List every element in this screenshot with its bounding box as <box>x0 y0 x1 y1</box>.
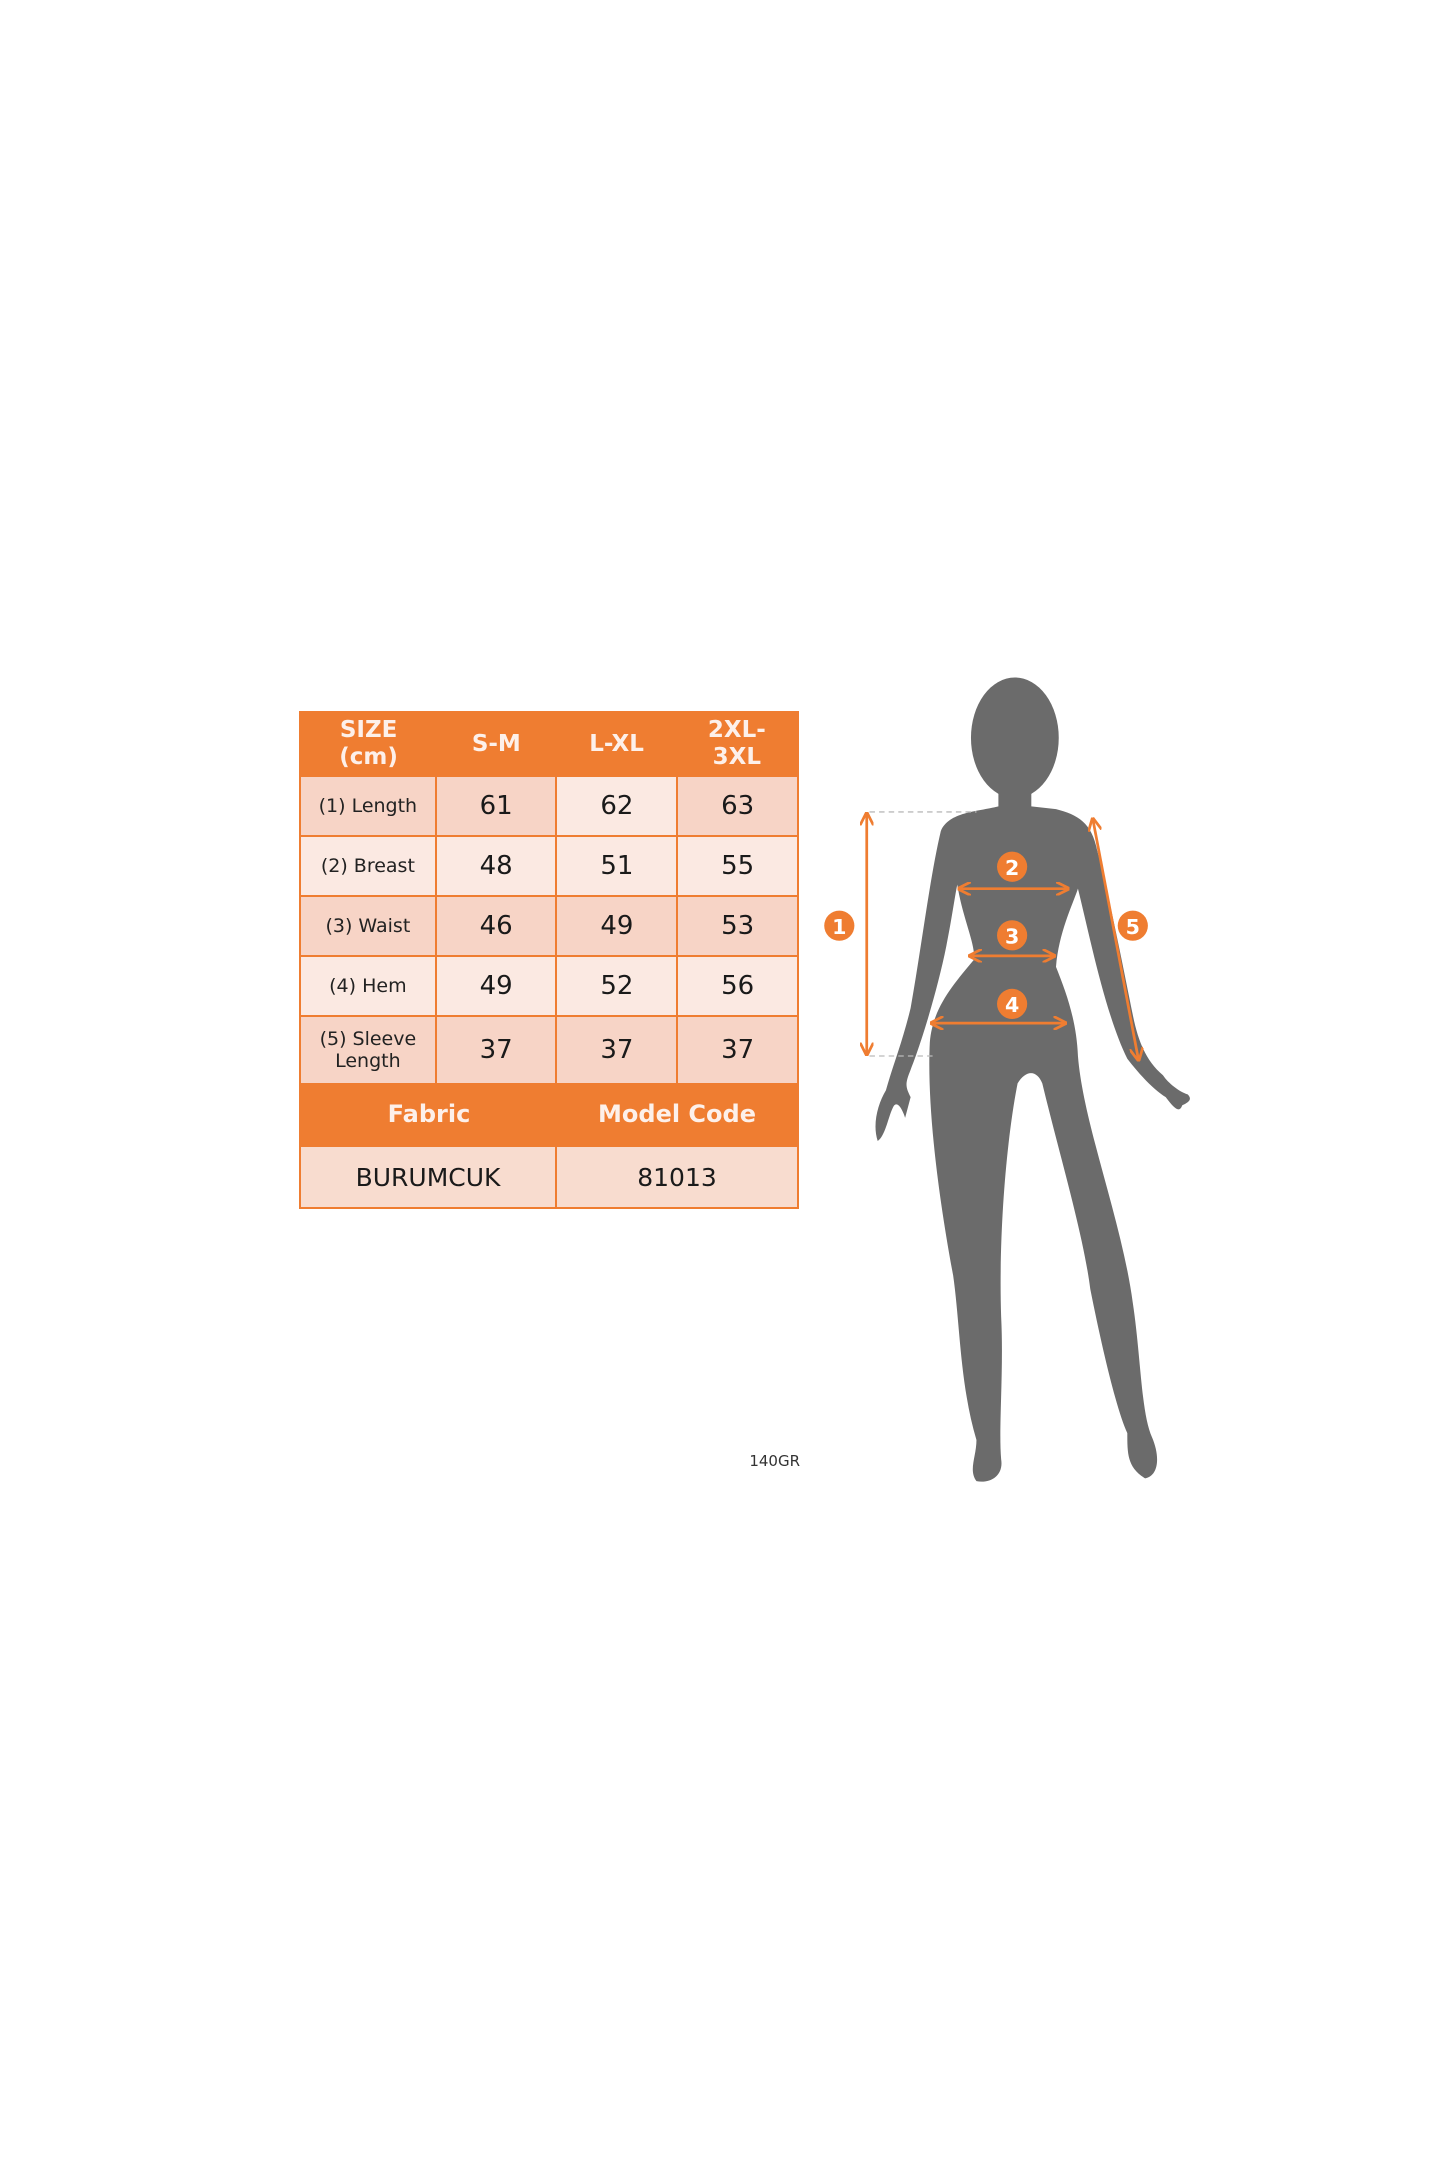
table-row: (3) Waist 46 49 53 <box>301 895 797 955</box>
marker-1-label: 1 <box>832 915 846 939</box>
row-label: (3) Waist <box>301 897 435 955</box>
size-chart-table: SIZE (cm) S-M L-XL 2XL-3XL (1) Length 61 … <box>299 711 799 1209</box>
silhouette-head <box>970 677 1059 799</box>
model-code-label: Model Code <box>598 1100 756 1128</box>
table-row: (1) Length 61 62 63 <box>301 775 797 835</box>
row-label: (1) Length <box>301 777 435 835</box>
fabric-value: BURUMCUK <box>301 1147 555 1207</box>
marker-3: 3 <box>997 920 1028 951</box>
cell-value: 37 <box>557 1017 677 1083</box>
cell-value: 55 <box>678 837 797 895</box>
cell-value: 49 <box>557 897 677 955</box>
marker-2: 2 <box>997 851 1028 882</box>
cell-value: 49 <box>436 957 556 1015</box>
cell-value: 62 <box>557 777 677 835</box>
model-code-value: 81013 <box>557 1147 797 1207</box>
marker-5-label: 5 <box>1126 915 1140 939</box>
header-size-line1: SIZE <box>339 717 398 743</box>
header-2xl-3xl-label: 2XL-3XL <box>707 717 766 770</box>
sleeve-arrow <box>1093 820 1138 1059</box>
header-2xl-3xl: 2XL-3XL <box>677 713 797 775</box>
marker-5: 5 <box>1117 910 1148 941</box>
cell-value: 37 <box>678 1017 797 1083</box>
row-label-line1: (5) Sleeve <box>319 1028 417 1050</box>
measurement-lines <box>867 811 1139 1059</box>
row-label-line2: Length <box>335 1050 401 1072</box>
header-s-m: S-M <box>471 730 521 757</box>
table-row: (5) Sleeve Length 37 37 37 <box>301 1015 797 1083</box>
marker-4: 4 <box>997 988 1028 1019</box>
row-label: (2) Breast <box>301 837 435 895</box>
cell-value: 63 <box>678 777 797 835</box>
marker-1: 1 <box>824 910 855 941</box>
table-header: SIZE (cm) S-M L-XL 2XL-3XL <box>301 713 797 775</box>
marker-4-label: 4 <box>1005 993 1019 1017</box>
row-label: (5) Sleeve Length <box>301 1017 435 1083</box>
silhouette <box>875 677 1190 1482</box>
cell-value: 56 <box>678 957 797 1015</box>
row-label: (4) Hem <box>301 957 435 1015</box>
fabric-label: Fabric <box>387 1100 471 1128</box>
table-row: (4) Hem 49 52 56 <box>301 955 797 1015</box>
header-l-xl: L-XL <box>589 730 644 757</box>
header-size: SIZE (cm) <box>301 713 436 775</box>
marker-2-label: 2 <box>1005 856 1019 880</box>
header-size-line2: (cm) <box>339 744 398 770</box>
fabric-weight: 140GR <box>749 1452 800 1470</box>
cell-value: 51 <box>557 837 677 895</box>
cell-value: 52 <box>557 957 677 1015</box>
cell-value: 61 <box>436 777 556 835</box>
cell-value: 37 <box>436 1017 556 1083</box>
cell-value: 48 <box>436 837 556 895</box>
marker-3-label: 3 <box>1005 925 1019 949</box>
cell-value: 46 <box>436 897 556 955</box>
table-row: (2) Breast 48 51 55 <box>301 835 797 895</box>
cell-value: 53 <box>678 897 797 955</box>
fabric-value-row: BURUMCUK 81013 <box>301 1145 797 1207</box>
fabric-header-row: Fabric Model Code <box>301 1083 797 1145</box>
